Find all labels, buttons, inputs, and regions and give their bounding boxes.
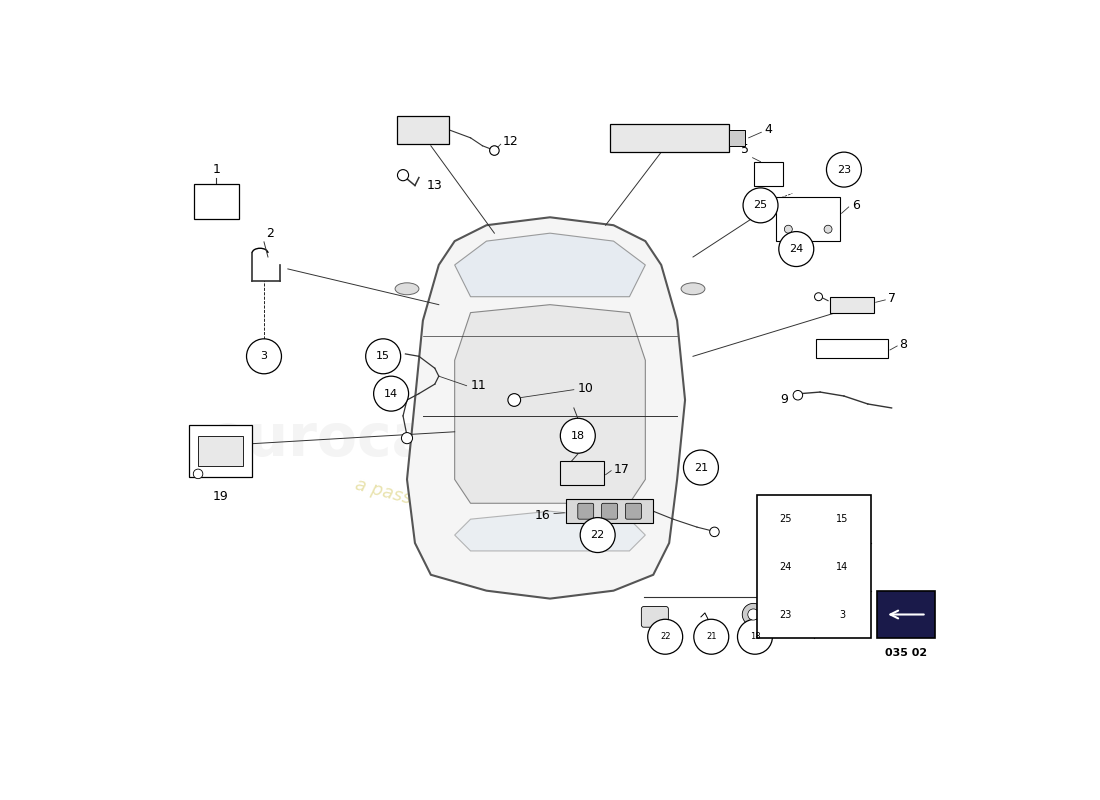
Ellipse shape [395,283,419,294]
FancyBboxPatch shape [641,606,669,627]
Text: 7: 7 [888,292,895,305]
FancyBboxPatch shape [565,499,653,523]
Text: 22: 22 [591,530,605,540]
Circle shape [825,550,860,584]
Circle shape [246,339,282,374]
Circle shape [768,550,803,584]
Text: 19: 19 [212,490,228,502]
Text: 8: 8 [900,338,908,351]
Circle shape [580,518,615,553]
Text: 4: 4 [764,123,772,136]
Circle shape [194,469,202,478]
Text: 3: 3 [261,351,267,362]
Circle shape [748,609,759,620]
Circle shape [768,502,803,537]
Circle shape [744,188,778,223]
FancyBboxPatch shape [194,184,239,219]
Circle shape [768,597,803,632]
Text: 11: 11 [471,379,486,392]
Text: 14: 14 [384,389,398,398]
FancyBboxPatch shape [878,590,935,638]
FancyBboxPatch shape [816,339,888,358]
Text: 16: 16 [535,509,550,522]
Circle shape [825,502,860,537]
Circle shape [793,390,803,400]
FancyBboxPatch shape [188,426,252,477]
Text: 10: 10 [578,382,594,394]
Text: 24: 24 [779,562,791,572]
Circle shape [710,527,719,537]
FancyBboxPatch shape [829,297,874,313]
FancyBboxPatch shape [560,461,604,485]
FancyArrowPatch shape [890,610,924,618]
Circle shape [402,433,412,444]
Text: 24: 24 [789,244,803,254]
PathPatch shape [454,511,646,551]
Text: 9: 9 [781,394,789,406]
Text: 1: 1 [212,163,220,176]
Text: 17: 17 [614,462,629,476]
Text: a passion for parts since 1985: a passion for parts since 1985 [353,475,620,563]
Circle shape [683,450,718,485]
FancyBboxPatch shape [397,115,449,144]
Circle shape [737,619,772,654]
Text: 25: 25 [754,200,768,210]
Text: 22: 22 [660,632,670,642]
Text: 23: 23 [779,610,791,619]
FancyBboxPatch shape [755,162,783,186]
Circle shape [694,619,728,654]
Text: 15: 15 [376,351,390,362]
Text: 5: 5 [740,143,749,156]
Circle shape [365,339,400,374]
Circle shape [826,152,861,187]
Circle shape [825,597,860,632]
Ellipse shape [681,283,705,294]
FancyBboxPatch shape [728,130,745,146]
Circle shape [779,231,814,266]
PathPatch shape [454,233,646,297]
FancyBboxPatch shape [777,198,840,241]
Text: 15: 15 [836,514,848,524]
FancyBboxPatch shape [578,503,594,519]
FancyBboxPatch shape [757,495,871,638]
PathPatch shape [454,305,646,503]
Circle shape [784,226,792,233]
Circle shape [397,170,408,181]
Text: 14: 14 [836,562,848,572]
Circle shape [560,418,595,454]
Text: 25: 25 [779,514,791,524]
Text: 18: 18 [750,632,760,642]
FancyBboxPatch shape [602,503,617,519]
FancyBboxPatch shape [626,503,641,519]
Text: 2: 2 [266,226,274,239]
Text: 13: 13 [427,179,442,192]
Circle shape [814,293,823,301]
Circle shape [742,603,764,626]
FancyBboxPatch shape [198,436,243,466]
Text: 3: 3 [839,610,846,619]
Text: 035 02: 035 02 [884,648,927,658]
Text: 6: 6 [851,199,860,212]
Circle shape [490,146,499,155]
Circle shape [648,619,683,654]
Circle shape [508,394,520,406]
Text: 21: 21 [694,462,708,473]
Text: eurocars: eurocars [208,411,495,468]
Text: 23: 23 [837,165,851,174]
FancyBboxPatch shape [609,123,729,152]
PathPatch shape [407,218,685,598]
Text: 18: 18 [571,430,585,441]
Circle shape [824,226,832,233]
Text: 12: 12 [503,135,518,148]
Circle shape [374,376,408,411]
Text: 21: 21 [706,632,716,642]
